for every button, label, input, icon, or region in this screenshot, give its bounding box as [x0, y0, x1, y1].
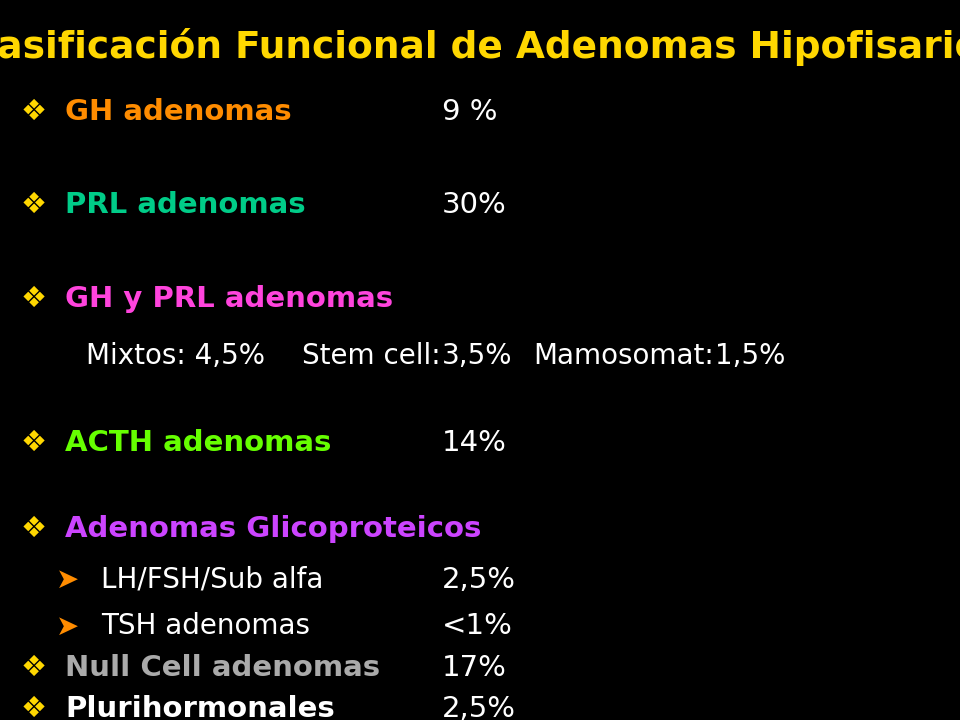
Text: ❖: ❖ — [20, 98, 47, 125]
Text: Mamosomat:: Mamosomat: — [533, 343, 713, 370]
Text: ➤: ➤ — [56, 566, 79, 593]
Text: ❖: ❖ — [20, 285, 47, 312]
Text: Adenomas Glicoproteicos: Adenomas Glicoproteicos — [65, 516, 482, 543]
Text: GH y PRL adenomas: GH y PRL adenomas — [65, 285, 394, 312]
Text: Stem cell:: Stem cell: — [302, 343, 441, 370]
Text: Clasificación Funcional de Adenomas Hipofisarios: Clasificación Funcional de Adenomas Hipo… — [0, 28, 960, 66]
Text: 30%: 30% — [442, 192, 506, 219]
Text: ❖: ❖ — [20, 654, 47, 682]
Text: ❖: ❖ — [20, 192, 47, 219]
Text: 3,5%: 3,5% — [442, 343, 512, 370]
Text: Null Cell adenomas: Null Cell adenomas — [65, 654, 380, 682]
Text: 17%: 17% — [442, 654, 507, 682]
Text: ➤: ➤ — [56, 613, 79, 640]
Text: 14%: 14% — [442, 429, 507, 456]
Text: 2,5%: 2,5% — [442, 566, 516, 593]
Text: ❖: ❖ — [20, 429, 47, 456]
Text: 1,5%: 1,5% — [715, 343, 785, 370]
Text: TSH adenomas: TSH adenomas — [101, 613, 310, 640]
Text: Plurihormonales: Plurihormonales — [65, 696, 335, 720]
Text: <1%: <1% — [442, 613, 513, 640]
Text: GH adenomas: GH adenomas — [65, 98, 292, 125]
Text: ACTH adenomas: ACTH adenomas — [65, 429, 331, 456]
Text: ❖: ❖ — [20, 516, 47, 543]
Text: 9 %: 9 % — [442, 98, 497, 125]
Text: PRL adenomas: PRL adenomas — [65, 192, 306, 219]
Text: LH/FSH/Sub alfa: LH/FSH/Sub alfa — [101, 566, 324, 593]
Text: Mixtos: 4,5%: Mixtos: 4,5% — [86, 343, 265, 370]
Text: 2,5%: 2,5% — [442, 696, 516, 720]
Text: ❖: ❖ — [20, 696, 47, 720]
